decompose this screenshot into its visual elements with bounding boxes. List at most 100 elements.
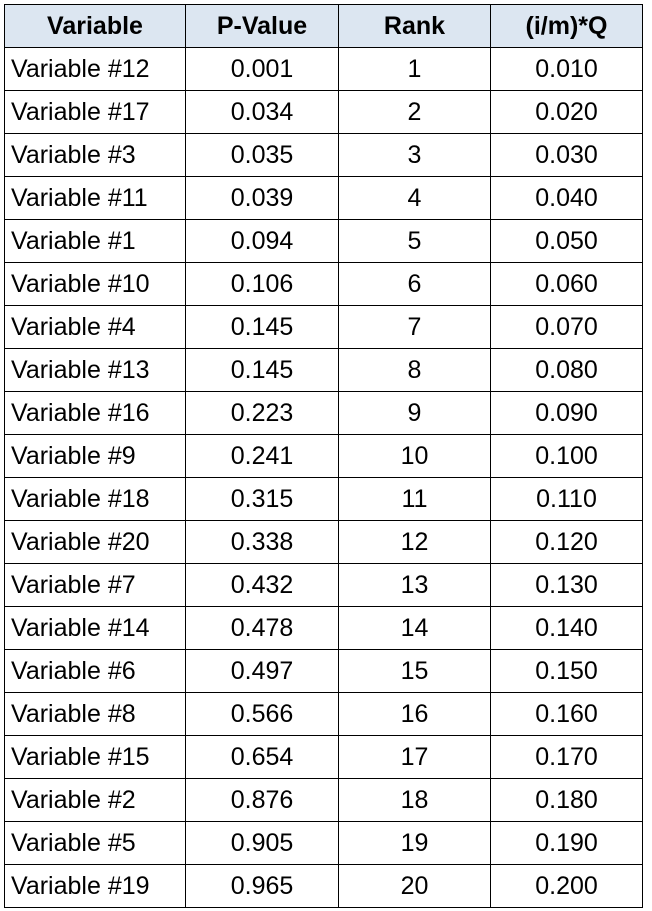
table-cell: 0.338: [185, 520, 339, 564]
table-row: Variable #5 0.905 19 0.190: [4, 821, 643, 865]
table-row: Variable #20 0.338 12 0.120: [4, 520, 643, 564]
table-cell: 0.876: [185, 778, 339, 822]
table-row: Variable #9 0.241 10 0.100: [4, 434, 643, 478]
table-cell: Variable #13: [4, 348, 186, 392]
header-cell: Variable: [4, 4, 186, 48]
table-cell: Variable #19: [4, 864, 186, 908]
table-cell: 0.100: [490, 434, 643, 478]
table-row: Variable #11 0.039 4 0.040: [4, 176, 643, 220]
table-cell: Variable #5: [4, 821, 186, 865]
table-cell: 10: [338, 434, 491, 478]
table-cell: 0.145: [185, 305, 339, 349]
table-cell: 0.654: [185, 735, 339, 779]
header-cell: (i/m)*Q: [490, 4, 643, 48]
table-row: Variable #4 0.145 7 0.070: [4, 305, 643, 349]
table-cell: 0.040: [490, 176, 643, 220]
table-cell: 15: [338, 649, 491, 693]
table-cell: 0.010: [490, 47, 643, 91]
table-row: Variable #8 0.566 16 0.160: [4, 692, 643, 736]
table-cell: 0.965: [185, 864, 339, 908]
table-cell: 16: [338, 692, 491, 736]
table-cell: 6: [338, 262, 491, 306]
table-row: Variable #15 0.654 17 0.170: [4, 735, 643, 779]
table-cell: Variable #18: [4, 477, 186, 521]
table-cell: 20: [338, 864, 491, 908]
table-cell: 18: [338, 778, 491, 822]
table-cell: 2: [338, 90, 491, 134]
table-cell: 0.120: [490, 520, 643, 564]
table-header: Variable P-Value Rank (i/m)*Q: [4, 4, 643, 48]
table-cell: Variable #15: [4, 735, 186, 779]
table-cell: Variable #12: [4, 47, 186, 91]
header-cell: Rank: [338, 4, 491, 48]
table-row: Variable #12 0.001 1 0.010: [4, 47, 643, 91]
table-cell: Variable #11: [4, 176, 186, 220]
table-cell: Variable #14: [4, 606, 186, 650]
table-cell: Variable #8: [4, 692, 186, 736]
table-cell: 0.170: [490, 735, 643, 779]
header-row: Variable P-Value Rank (i/m)*Q: [4, 4, 643, 48]
table-cell: 0.145: [185, 348, 339, 392]
table-cell: 0.039: [185, 176, 339, 220]
table-cell: 0.150: [490, 649, 643, 693]
table-cell: 0.566: [185, 692, 339, 736]
table-cell: 7: [338, 305, 491, 349]
table-cell: 0.130: [490, 563, 643, 607]
table-cell: Variable #4: [4, 305, 186, 349]
table-row: Variable #7 0.432 13 0.130: [4, 563, 643, 607]
table-cell: 12: [338, 520, 491, 564]
table-cell: 11: [338, 477, 491, 521]
table-row: Variable #10 0.106 6 0.060: [4, 262, 643, 306]
table-cell: 1: [338, 47, 491, 91]
table-cell: 0.030: [490, 133, 643, 177]
table-row: Variable #13 0.145 8 0.080: [4, 348, 643, 392]
table-cell: 0.315: [185, 477, 339, 521]
table-row: Variable #16 0.223 9 0.090: [4, 391, 643, 435]
table-cell: 3: [338, 133, 491, 177]
table-cell: 0.241: [185, 434, 339, 478]
table-cell: Variable #7: [4, 563, 186, 607]
table-cell: 0.035: [185, 133, 339, 177]
table-cell: 0.200: [490, 864, 643, 908]
table-cell: 4: [338, 176, 491, 220]
table-cell: 0.020: [490, 90, 643, 134]
table-row: Variable #2 0.876 18 0.180: [4, 778, 643, 822]
table-cell: 9: [338, 391, 491, 435]
table-body: Variable #12 0.001 1 0.010 Variable #17 0.034…: [4, 47, 643, 908]
table-cell: 0.060: [490, 262, 643, 306]
table-row: Variable #1 0.094 5 0.050: [4, 219, 643, 263]
table-cell: Variable #10: [4, 262, 186, 306]
table-cell: 0.180: [490, 778, 643, 822]
table-row: Variable #3 0.035 3 0.030: [4, 133, 643, 177]
table-cell: 0.110: [490, 477, 643, 521]
table-cell: Variable #16: [4, 391, 186, 435]
table-cell: 0.050: [490, 219, 643, 263]
table-cell: 0.497: [185, 649, 339, 693]
table-cell: Variable #17: [4, 90, 186, 134]
table-cell: 19: [338, 821, 491, 865]
data-table: Variable P-Value Rank (i/m)*Q Variable #12 0…: [4, 4, 643, 908]
table-row: Variable #17 0.034 2 0.020: [4, 90, 643, 134]
table-row: Variable #19 0.965 20 0.200: [4, 864, 643, 908]
table-row: Variable #18 0.315 11 0.110: [4, 477, 643, 521]
table-cell: Variable #2: [4, 778, 186, 822]
table-cell: 0.478: [185, 606, 339, 650]
table-cell: 0.140: [490, 606, 643, 650]
table-cell: 0.090: [490, 391, 643, 435]
table-row: Variable #6 0.497 15 0.150: [4, 649, 643, 693]
table-cell: Variable #1: [4, 219, 186, 263]
table-cell: Variable #6: [4, 649, 186, 693]
table-cell: Variable #20: [4, 520, 186, 564]
table-cell: 0.094: [185, 219, 339, 263]
table-cell: 14: [338, 606, 491, 650]
table-cell: 0.070: [490, 305, 643, 349]
table-cell: Variable #9: [4, 434, 186, 478]
table-cell: 5: [338, 219, 491, 263]
table-cell: 0.432: [185, 563, 339, 607]
table-cell: 0.080: [490, 348, 643, 392]
table-cell: 0.160: [490, 692, 643, 736]
table-cell: 8: [338, 348, 491, 392]
table-cell: 0.001: [185, 47, 339, 91]
table-cell: 0.034: [185, 90, 339, 134]
